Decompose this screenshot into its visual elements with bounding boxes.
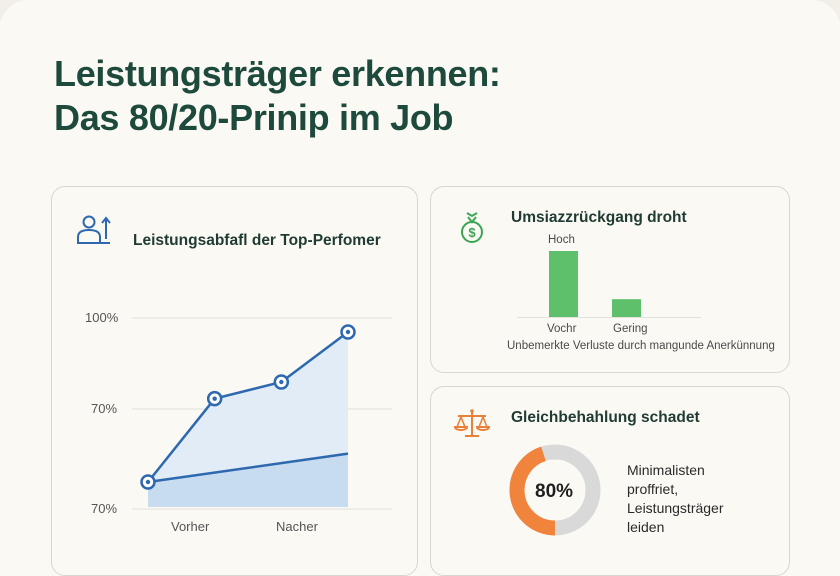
y-tick-label-1: 100% [85,310,119,325]
series-2-area [148,453,348,507]
bar-1 [549,251,578,317]
bar-category-label-1: Vochr [547,323,577,335]
series-1-line [147,330,349,483]
equality-card: Gleichbehahlung schadet 80% Minimalisten… [430,386,790,576]
performance-line-chart [132,317,392,510]
series-1-point-dot-4 [345,329,351,335]
person-growth-icon [77,215,111,244]
series-1-point-dot-3 [279,379,284,385]
donut-side-label: Minimalisten proffriet, Leistungsträger … [627,461,724,537]
series-1-point-dot-1 [145,479,151,485]
page-title-line-1: Leistungsträger erkennen: [54,53,501,94]
page-title-line-2: Das 80/20-Prinip im Job [54,97,454,138]
series-1-point-dot-2 [212,396,217,401]
x-tick-label-1: Vorher [171,519,210,534]
donut-value-label: 80% [535,481,574,502]
x-tick-label-2: Nacher [276,519,318,534]
donut-side-label-line-4: leiden [627,519,665,535]
performance-card-title: Leistungsabfafl der Top-Perfomer [133,232,381,249]
revenue-card: $ Umsiazzrückgang droht Hoch Vochr Gerin… [430,186,790,373]
donut-side-label-line-2: proffriet, [627,481,679,497]
donut-segment [509,444,601,536]
money-bag-icon: $ [461,212,483,243]
equality-donut-chart [509,444,601,536]
bar-data-label-1: Hoch [548,234,575,246]
scales-icon [453,409,491,437]
series-2-line [147,452,349,484]
revenue-caption: Unbemerkte Verluste durch mangunde Anerk… [507,340,775,352]
donut-side-label-line-1: Minimalisten [627,462,705,478]
bar-category-label-2: Gering [613,323,648,335]
y-tick-label-2: 70% [91,401,118,416]
donut-side-label-line-3: Leistungsträger [627,500,724,516]
page-title: Leistungsträger erkennen: Das 80/20-Prin… [54,52,501,140]
equality-card-title: Gleichbehahlung schadet [511,409,700,426]
revenue-bar-chart [517,251,701,318]
revenue-card-title: Umsiazzrückgang droht [511,209,687,226]
svg-text:$: $ [468,225,476,240]
performance-card: Leistungsabfafl der Top-Perfomer 100% 70… [51,186,418,576]
y-tick-label-3: 70% [91,501,118,516]
bar-2 [612,299,641,317]
